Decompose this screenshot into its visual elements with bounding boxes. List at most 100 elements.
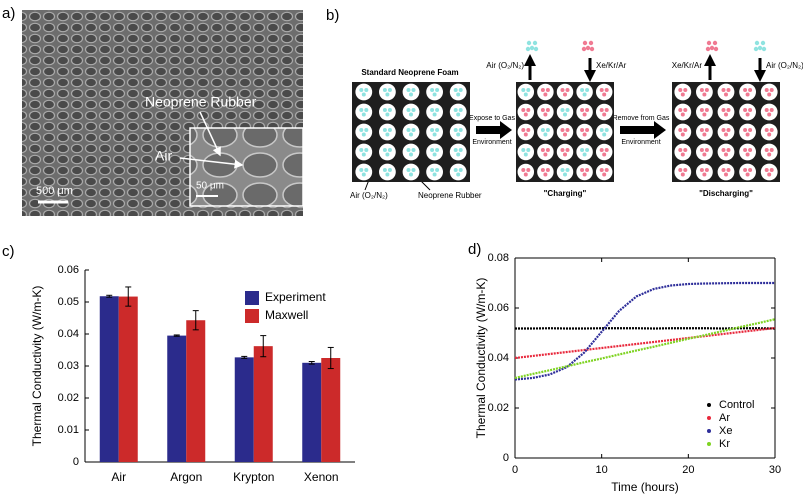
pore — [449, 123, 467, 141]
gas-molecule — [540, 128, 545, 132]
gas-cluster — [529, 45, 535, 51]
gas-cluster — [585, 45, 591, 51]
gas-molecule — [540, 108, 545, 112]
gas-molecule — [432, 112, 437, 117]
gas-molecule — [602, 152, 607, 157]
panel-label: d) — [468, 241, 481, 258]
x-tick-label: 20 — [682, 464, 694, 476]
gas-cluster — [713, 46, 719, 52]
pore — [674, 163, 692, 181]
gas-cluster — [533, 46, 539, 52]
gas-molecule — [721, 128, 726, 132]
pointer — [199, 111, 221, 157]
gas-molecule — [409, 132, 413, 137]
y-tick-label: 0.02 — [58, 392, 79, 404]
pore — [760, 103, 778, 121]
pore — [517, 123, 535, 141]
gas-molecule — [743, 108, 748, 112]
gas-molecule — [678, 148, 683, 152]
pore — [355, 163, 373, 181]
pore — [595, 163, 613, 181]
gas-molecule — [560, 168, 565, 172]
gas-molecule — [364, 128, 369, 132]
legend-swatch — [245, 309, 259, 323]
gas-cluster — [581, 46, 587, 52]
pore — [426, 123, 443, 141]
gas-molecule — [769, 88, 774, 92]
gas-molecule — [764, 108, 769, 112]
gas-molecule — [382, 108, 387, 112]
gas-molecule — [602, 172, 607, 177]
pore — [537, 83, 554, 101]
annotation: Xe/Kr/Ar — [672, 61, 703, 70]
gas-molecule — [359, 148, 364, 152]
pore — [556, 143, 574, 161]
gas-molecule — [602, 132, 607, 137]
annotation: Air (O₂/N₂) — [766, 61, 803, 70]
pore — [576, 83, 593, 101]
gas-molecule — [406, 128, 411, 132]
gas-molecule — [745, 132, 750, 137]
gas-molecule — [361, 92, 366, 97]
y-tick-label: 0.01 — [58, 424, 79, 436]
gas-molecule — [599, 168, 604, 172]
y-axis-label: Thermal Conductivity (W/m-K) — [30, 286, 44, 447]
series-line — [514, 281, 775, 381]
pore — [379, 123, 396, 141]
pore — [696, 123, 713, 141]
gas-molecule — [521, 148, 526, 152]
panel-label: c) — [2, 243, 15, 260]
gas-molecule — [683, 108, 688, 112]
pore — [379, 103, 396, 121]
pore — [696, 103, 713, 121]
annotation: Air — [155, 148, 172, 164]
gas-molecule — [565, 108, 570, 112]
gas-molecule — [523, 132, 528, 137]
gas-molecule — [704, 128, 709, 132]
pore — [449, 143, 467, 161]
gas-molecule — [582, 152, 587, 157]
gas-molecule — [582, 172, 587, 177]
pore — [426, 103, 443, 121]
bar — [167, 335, 187, 462]
pore — [739, 83, 756, 101]
panel-a: a) Neoprene Rubber Air 500 μm 50 μm — [2, 5, 304, 216]
gas-molecule — [361, 132, 366, 137]
pore — [595, 103, 613, 121]
box-title: Standard Neoprene Foam — [361, 68, 458, 77]
gas-cluster — [705, 46, 711, 52]
gas-molecule — [560, 128, 565, 132]
gas-molecule — [359, 168, 364, 172]
arrow — [476, 121, 512, 139]
gas-molecule — [565, 128, 570, 132]
pore — [556, 123, 574, 141]
gas-molecule — [453, 148, 458, 152]
pore — [517, 83, 535, 101]
gas-molecule — [699, 128, 704, 132]
gas-molecule — [769, 148, 774, 152]
gas-molecule — [382, 148, 387, 152]
gas-molecule — [599, 128, 604, 132]
scale-label: 500 μm — [36, 185, 73, 197]
pore — [517, 163, 535, 181]
gas-molecule — [726, 88, 731, 92]
y-axis-label: Thermal Conductivity (W/m-K) — [474, 278, 488, 439]
gas-molecule — [385, 132, 390, 137]
gas-cluster — [753, 46, 759, 52]
bar — [253, 346, 273, 462]
gas-molecule — [406, 88, 411, 92]
gas-molecule — [683, 128, 688, 132]
pore — [379, 163, 396, 181]
gas-molecule — [724, 92, 728, 97]
gas-molecule — [604, 148, 609, 152]
gas-molecule — [432, 132, 437, 137]
gas-molecule — [359, 128, 364, 132]
gas-molecule — [769, 168, 774, 172]
gas-molecule — [435, 88, 440, 92]
gas-molecule — [409, 112, 413, 117]
legend-label: Kr — [719, 438, 730, 450]
gas-molecule — [526, 88, 531, 92]
pore — [402, 163, 420, 181]
pore — [760, 143, 778, 161]
gas-molecule — [704, 148, 709, 152]
